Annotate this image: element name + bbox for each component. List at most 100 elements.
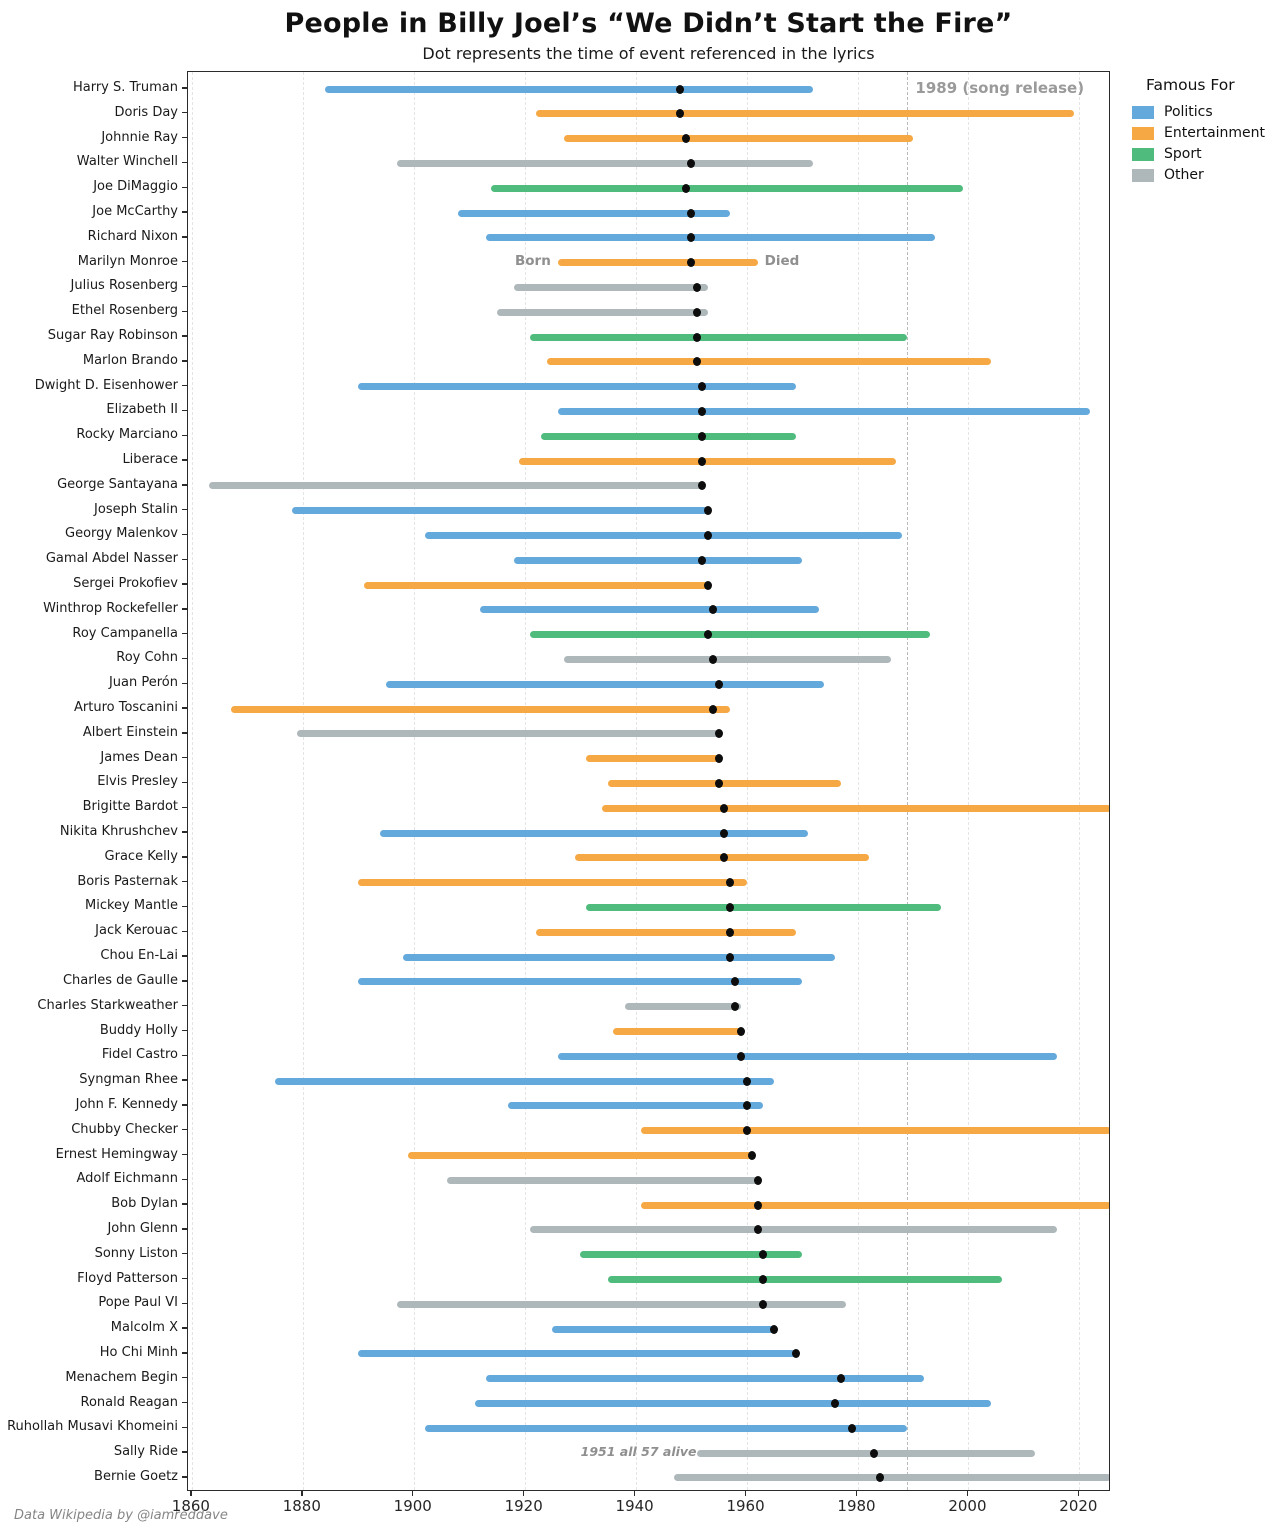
y-tick	[182, 1476, 187, 1478]
y-tick	[182, 608, 187, 610]
event-dot	[681, 134, 690, 144]
y-tick	[182, 508, 187, 511]
event-dot	[676, 84, 684, 94]
y-tick	[182, 112, 187, 114]
event-dot	[742, 1101, 751, 1111]
event-dot	[759, 1275, 768, 1285]
event-dot	[714, 754, 723, 764]
lifespan-bar	[641, 1201, 1109, 1209]
person-label: Charles Starkweather	[37, 997, 178, 1013]
event-dot	[692, 282, 701, 292]
y-tick	[182, 484, 187, 486]
x-tick-label: 1900	[393, 1497, 432, 1515]
y-tick	[182, 1277, 187, 1280]
event-dot	[687, 158, 696, 168]
person-label: Brigitte Bardot	[82, 799, 178, 815]
event-dot	[720, 853, 729, 863]
y-tick	[182, 1029, 187, 1032]
person-label: Joe McCarthy	[92, 204, 178, 219]
person-label: Doris Day	[114, 104, 179, 120]
lifespan-bar	[624, 1003, 742, 1011]
lifespan-bar	[358, 1350, 797, 1358]
lifespan-bar	[297, 730, 719, 738]
event-dot	[676, 109, 684, 119]
person-label: John Glenn	[107, 1220, 178, 1236]
event-dot	[692, 332, 701, 342]
footer-credit: Data Wikipedia by @iamreddave	[14, 1508, 228, 1523]
event-dot	[687, 258, 696, 268]
lifespan-bar	[530, 333, 908, 341]
person-label: Malcolm X	[110, 1320, 178, 1336]
event-dot	[714, 729, 723, 739]
person-label: Gamal Abdel Nasser	[45, 551, 178, 567]
person-label: Elvis Presley	[97, 774, 178, 790]
lifespan-bar	[474, 1400, 991, 1408]
person-label: Joseph Stalin	[94, 501, 178, 517]
lifespan-bar	[513, 556, 803, 564]
x-tick-1880	[301, 1491, 303, 1496]
lifespan-bar	[546, 358, 991, 366]
person-label: Chubby Checker	[71, 1121, 178, 1137]
lifespan-bar	[530, 1226, 1058, 1234]
person-label: John F. Kennedy	[75, 1096, 178, 1112]
lifespan-bar	[580, 1251, 803, 1259]
person-label: Syngman Rhee	[79, 1072, 178, 1088]
legend-item-other: Other	[1128, 165, 1235, 186]
lifespan-bar	[585, 755, 719, 763]
y-tick	[182, 1153, 187, 1156]
lifespan-bar	[424, 1424, 908, 1432]
event-dot	[687, 233, 696, 243]
event-dot	[709, 605, 718, 615]
y-tick	[182, 459, 187, 461]
y-tick	[182, 236, 187, 238]
x-tick-label: 2000	[948, 1497, 987, 1515]
y-tick	[182, 905, 187, 908]
lifespan-bar	[485, 234, 936, 242]
y-tick	[182, 1228, 187, 1230]
person-label: Arturo Toscanini	[74, 700, 178, 716]
y-tick	[182, 161, 187, 164]
y-tick	[182, 1005, 187, 1007]
person-label: Ronald Reagan	[80, 1394, 178, 1410]
person-label: Ethel Rosenberg	[71, 303, 178, 319]
event-dot	[759, 1299, 768, 1309]
y-tick	[182, 955, 187, 957]
person-label: Marilyn Monroe	[77, 253, 178, 269]
person-label: Juan Perón	[108, 675, 178, 691]
y-tick	[182, 335, 187, 337]
x-tick-label: 1880	[282, 1497, 321, 1515]
event-dot	[725, 902, 734, 912]
y-tick	[182, 260, 187, 263]
lifespan-bar	[275, 1077, 775, 1085]
lifespan-bar	[674, 1474, 1109, 1482]
y-tick	[182, 1079, 187, 1081]
plot-area	[187, 71, 1110, 1491]
lifespan-bar	[607, 779, 841, 787]
lifespan-bar	[380, 829, 808, 837]
person-label: Nikita Khrushchev	[59, 824, 178, 840]
song-release-label: 1989 (song release)	[915, 79, 1085, 97]
lifespan-bar	[563, 655, 891, 663]
lifespan-bar	[491, 184, 963, 192]
gridline-1880	[302, 72, 304, 1490]
y-tick	[182, 632, 187, 635]
person-label: Menachem Begin	[65, 1369, 178, 1385]
event-dot	[742, 1076, 751, 1086]
lifespan-bar	[552, 1325, 775, 1333]
event-dot	[831, 1399, 840, 1409]
lifespan-bar	[480, 606, 819, 614]
x-tick-label: 2020	[1059, 1497, 1098, 1515]
event-dot	[753, 1200, 762, 1210]
event-dot	[687, 208, 696, 218]
y-tick	[182, 186, 187, 188]
event-dot	[714, 778, 723, 788]
lifespan-bar	[458, 209, 730, 217]
lifespan-bar	[397, 1300, 847, 1308]
y-tick	[182, 831, 187, 833]
person-label: Floyd Patterson	[77, 1270, 178, 1286]
legend-item-entertainment: Entertainment	[1128, 123, 1265, 144]
lifespan-bar	[447, 1176, 758, 1184]
gridline-1980	[857, 72, 859, 1490]
event-dot	[870, 1448, 879, 1458]
y-tick	[182, 1377, 187, 1379]
